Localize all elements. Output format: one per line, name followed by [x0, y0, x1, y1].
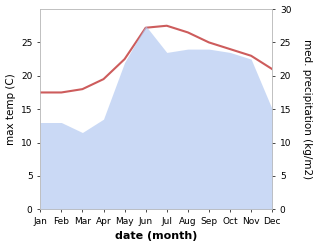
X-axis label: date (month): date (month) [115, 231, 197, 242]
Y-axis label: max temp (C): max temp (C) [5, 73, 16, 145]
Y-axis label: med. precipitation (kg/m2): med. precipitation (kg/m2) [302, 39, 313, 179]
